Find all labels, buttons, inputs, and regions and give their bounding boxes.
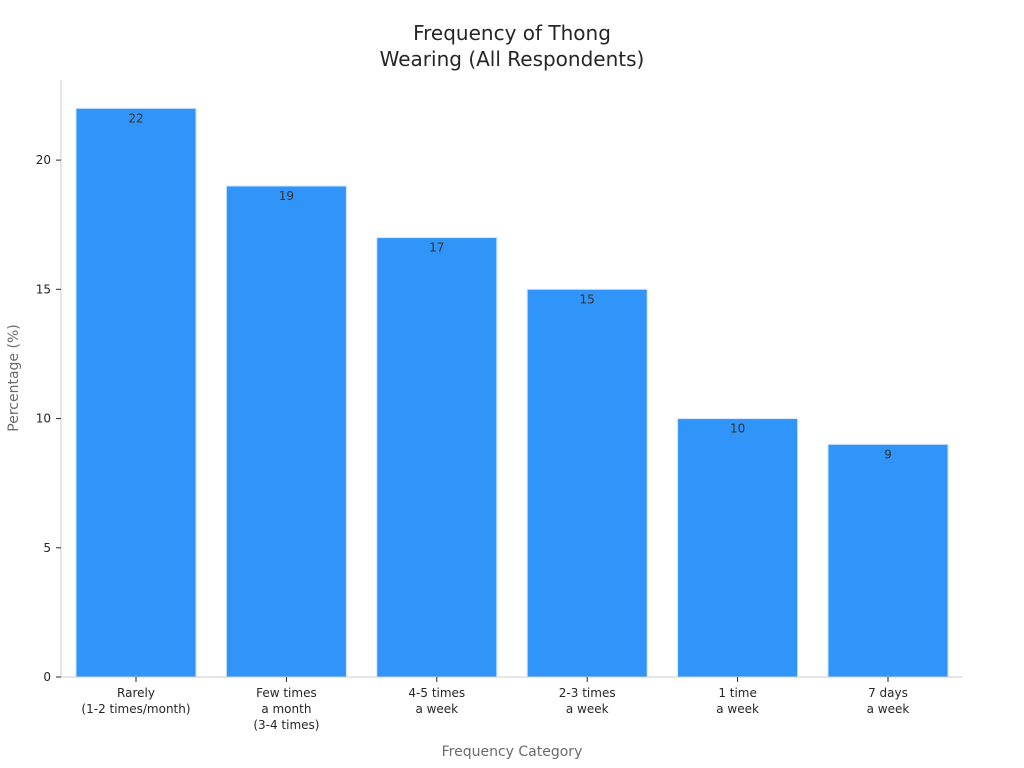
chart-title-line-1: Frequency of Thong bbox=[413, 21, 611, 45]
bar bbox=[526, 288, 648, 678]
x-tick-label-line: (1-2 times/month) bbox=[81, 702, 190, 716]
x-tick-label-line: a week bbox=[867, 702, 910, 716]
x-tick-label-line: a month bbox=[261, 702, 311, 716]
bar-value-label: 22 bbox=[128, 111, 143, 125]
bars: 22 19 17 15 10 9 bbox=[75, 107, 949, 678]
bar bbox=[677, 418, 799, 678]
x-tick-label-line: a week bbox=[566, 702, 609, 716]
y-tick-label: 0 bbox=[43, 670, 51, 684]
x-tick-label-line: (3-4 times) bbox=[253, 718, 319, 732]
x-tick-label-line: a week bbox=[415, 702, 458, 716]
bar-value-label: 17 bbox=[429, 241, 444, 255]
x-tick-label: 2-3 times a week bbox=[559, 686, 616, 716]
x-tick-label-line: a week bbox=[716, 702, 759, 716]
chart-title-line-2: Wearing (All Respondents) bbox=[380, 47, 645, 71]
chart-title: Frequency of Thong Wearing (All Responde… bbox=[380, 21, 645, 71]
bar bbox=[225, 185, 347, 678]
x-tick-label: Few times a month (3-4 times) bbox=[253, 686, 319, 732]
x-tick-label-line: Rarely bbox=[117, 686, 155, 700]
bar bbox=[376, 237, 498, 678]
x-axis-title: Frequency Category bbox=[442, 744, 583, 760]
x-axis: Rarely (1-2 times/month) Few times a month (… bbox=[61, 676, 963, 732]
x-tick-label-line: 4-5 times bbox=[408, 686, 465, 700]
x-tick-label: Rarely (1-2 times/month) bbox=[81, 686, 190, 716]
x-tick-label-line: 1 time bbox=[718, 686, 757, 700]
x-tick-label: 7 days a week bbox=[867, 686, 910, 716]
x-tick-label: 4-5 times a week bbox=[408, 686, 465, 716]
x-tick-label-line: 2-3 times bbox=[559, 686, 616, 700]
y-tick-label: 5 bbox=[43, 541, 51, 555]
y-tick-label: 20 bbox=[36, 153, 51, 167]
x-tick-label: 1 time a week bbox=[716, 686, 759, 716]
bar-value-label: 9 bbox=[884, 447, 892, 461]
x-tick-label-line: Few times bbox=[256, 686, 317, 700]
bar-value-label: 10 bbox=[730, 422, 745, 436]
y-axis: 0 5 10 15 20 bbox=[36, 80, 62, 684]
y-axis-title: Percentage (%) bbox=[6, 324, 22, 431]
bar bbox=[75, 107, 197, 678]
y-tick-label: 10 bbox=[36, 412, 51, 426]
bar bbox=[827, 443, 949, 678]
x-tick-label-line: 7 days bbox=[868, 686, 908, 700]
y-tick-label: 15 bbox=[36, 282, 51, 296]
bar-value-label: 19 bbox=[279, 189, 294, 203]
bar-value-label: 15 bbox=[580, 292, 595, 306]
